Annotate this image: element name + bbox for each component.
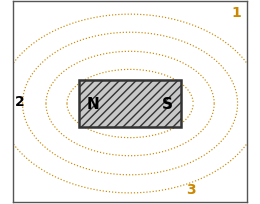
Text: 1: 1 <box>232 6 241 20</box>
Bar <box>79 81 181 127</box>
Text: 3: 3 <box>186 182 196 196</box>
Text: N: N <box>87 96 99 111</box>
Text: S: S <box>162 96 173 111</box>
Text: 2: 2 <box>15 95 25 109</box>
